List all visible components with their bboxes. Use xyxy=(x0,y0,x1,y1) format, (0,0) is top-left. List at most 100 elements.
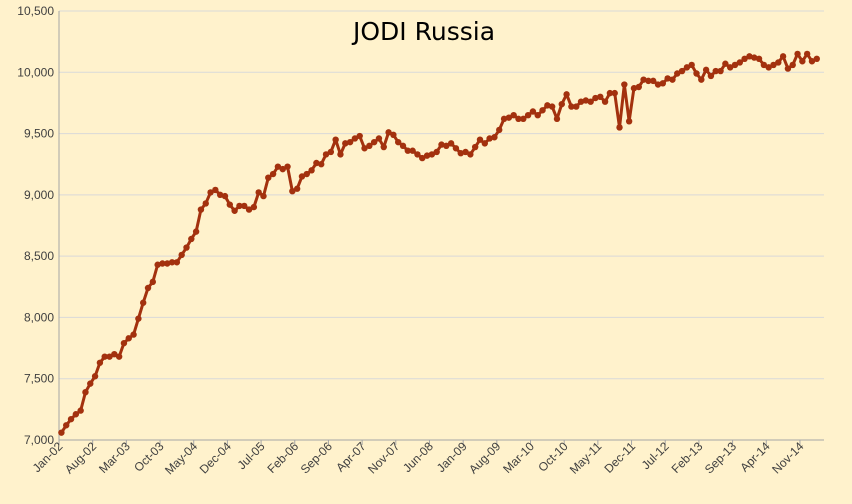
data-point xyxy=(337,151,344,158)
data-point xyxy=(173,259,181,266)
data-point xyxy=(192,228,200,235)
x-tick-label: Dec-04 xyxy=(197,439,234,476)
data-point xyxy=(395,138,402,146)
x-tick-label: May-04 xyxy=(162,439,200,477)
x-tick-label: Jul-12 xyxy=(639,439,672,472)
data-point xyxy=(115,353,123,360)
x-tick-label: Sep-13 xyxy=(702,439,739,476)
y-tick-label: 8,500 xyxy=(24,249,54,263)
data-point xyxy=(775,59,782,66)
data-point xyxy=(260,192,267,200)
data-point xyxy=(404,147,412,154)
data-point xyxy=(433,148,440,156)
data-point xyxy=(683,64,691,71)
data-point xyxy=(423,152,431,159)
data-point xyxy=(587,98,594,105)
data-point xyxy=(293,185,301,192)
data-point xyxy=(58,429,65,436)
data-point xyxy=(765,64,772,71)
data-point xyxy=(563,91,570,98)
data-point xyxy=(346,138,354,146)
data-point xyxy=(799,58,806,65)
data-point xyxy=(284,163,291,170)
data-point xyxy=(419,154,426,162)
x-tick-label: Sep-06 xyxy=(298,439,335,476)
data-point xyxy=(221,192,229,200)
data-point xyxy=(476,136,484,143)
data-point xyxy=(693,70,700,77)
data-point xyxy=(164,260,171,267)
data-point xyxy=(447,140,455,147)
x-tick-label: Jan-09 xyxy=(434,439,470,475)
data-point xyxy=(366,142,373,150)
x-tick-label: Feb-13 xyxy=(669,439,706,476)
data-point xyxy=(568,103,575,110)
data-point xyxy=(597,93,604,101)
y-tick-label: 7,500 xyxy=(24,372,54,386)
x-tick-label: Feb-06 xyxy=(264,439,301,476)
y-tick-label: 10,500 xyxy=(17,4,54,18)
data-point xyxy=(356,132,363,140)
data-point xyxy=(385,129,392,136)
data-point xyxy=(197,206,205,213)
data-point xyxy=(106,353,113,360)
data-point xyxy=(746,53,753,60)
data-point xyxy=(77,407,84,414)
x-tick-label: Aug-09 xyxy=(466,439,503,476)
data-point xyxy=(726,64,734,71)
x-tick-label: Apr-07 xyxy=(333,439,369,475)
data-point xyxy=(674,70,681,77)
data-point xyxy=(375,135,383,142)
data-point xyxy=(553,115,561,123)
data-point xyxy=(111,351,118,358)
data-point xyxy=(303,170,310,178)
data-point xyxy=(471,143,479,151)
data-point xyxy=(308,167,315,174)
data-point xyxy=(443,142,450,150)
data-point xyxy=(698,76,705,83)
x-tick-label: Nov-14 xyxy=(769,439,806,476)
y-tick-label: 8,000 xyxy=(24,310,54,324)
data-point xyxy=(664,75,671,82)
x-tick-label: Jun-08 xyxy=(400,439,436,475)
data-point xyxy=(789,61,796,69)
data-point xyxy=(63,422,70,429)
data-point xyxy=(505,114,513,121)
data-point xyxy=(481,140,488,147)
data-point xyxy=(510,111,517,119)
data-point xyxy=(467,151,474,158)
series-line xyxy=(60,52,818,434)
data-point xyxy=(370,138,378,146)
data-point xyxy=(140,299,147,306)
data-point xyxy=(606,89,614,97)
data-point xyxy=(409,147,416,154)
data-point xyxy=(120,339,128,347)
data-point xyxy=(87,380,94,387)
data-point xyxy=(808,58,816,65)
data-point xyxy=(135,315,142,322)
x-tick-label: Oct-03 xyxy=(131,439,167,475)
grid-lines xyxy=(59,10,824,380)
data-point xyxy=(582,97,590,104)
data-point xyxy=(813,55,820,62)
data-point xyxy=(327,148,335,156)
data-point xyxy=(486,135,493,142)
data-point xyxy=(91,373,99,380)
data-point xyxy=(342,140,349,147)
y-tick-label: 9,000 xyxy=(24,188,54,202)
data-point xyxy=(322,151,330,158)
data-point xyxy=(380,143,387,151)
data-point xyxy=(678,67,686,75)
data-point xyxy=(255,189,262,196)
data-point xyxy=(621,81,628,88)
data-point xyxy=(96,359,104,366)
x-tick-label: May-11 xyxy=(567,439,605,477)
data-point xyxy=(717,67,724,75)
data-point xyxy=(130,331,137,338)
data-point xyxy=(428,151,436,158)
data-point xyxy=(803,50,811,58)
data-point xyxy=(592,94,599,102)
data-point xyxy=(452,145,460,152)
